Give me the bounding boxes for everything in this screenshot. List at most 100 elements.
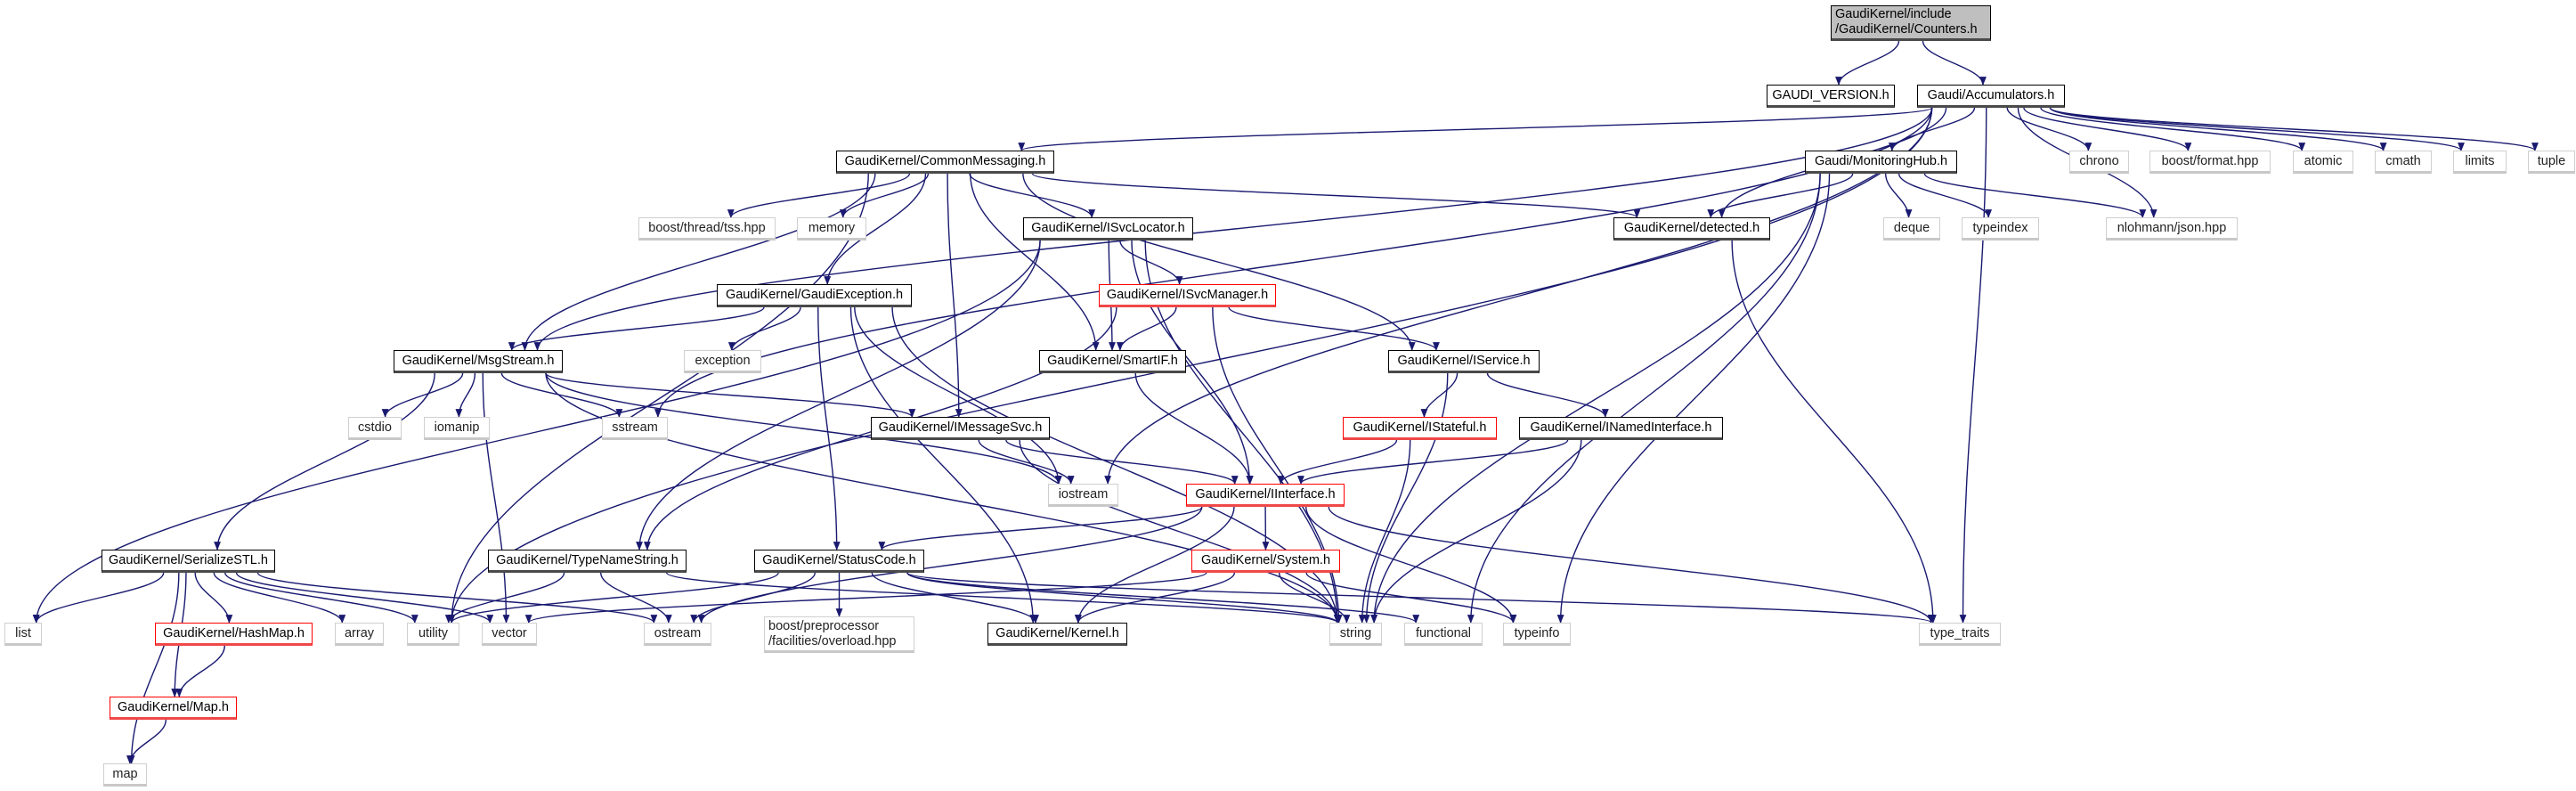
node-label: GaudiKernel/ISvcLocator.h [1031,220,1185,235]
edge-accumulators-to-cmath [2049,107,2387,151]
edge-statuscode-to-type-traits [906,572,1935,624]
node-typeinfo: typeinfo [1503,623,1571,646]
edge-accumulators-to-msgstream [533,107,1933,351]
edge-common-messaging-to-memory [839,173,930,218]
node-label: GaudiKernel/IService.h [1397,353,1531,368]
edge-statuscode-to-utility [448,572,779,624]
node-label: limits [2465,153,2495,168]
node-kernel[interactable]: GaudiKernel/Kernel.h [987,623,1127,646]
node-label: GaudiKernel/IMessageSvc.h [878,420,1043,435]
node-map-h[interactable]: GaudiKernel/Map.h [110,697,237,720]
edge-imessagesvc-to-iostream [978,439,1075,485]
edge-common-messaging-to-iservice [1022,173,1416,351]
node-iinterface[interactable]: GaudiKernel/IInterface.h [1186,484,1345,507]
edge-isvclocator-to-typenamestring [636,240,1041,550]
node-typeindex: typeindex [1962,217,2039,241]
node-msgstream[interactable]: GaudiKernel/MsgStream.h [394,350,563,373]
node-ostream: ostream [644,623,711,646]
edge-iservice-to-inamedinterface [1486,372,1609,418]
edge-common-messaging-to-detected [1031,173,1641,218]
node-label: GaudiKernel/include [1835,7,1952,21]
node-accumulators[interactable]: Gaudi/Accumulators.h [1917,85,2065,108]
edge-system-to-kernel [1075,572,1236,624]
node-label: GaudiKernel/Kernel.h [995,625,1119,640]
node-label: GaudiKernel/Map.h [118,699,229,714]
edge-serializestl-to-array [213,572,346,624]
edge-common-messaging-to-isvclocator [969,173,1096,218]
node-isvclocator[interactable]: GaudiKernel/ISvcLocator.h [1023,217,1193,241]
edge-gaudi-exception-to-statuscode [817,306,841,550]
edge-statuscode-to-kernel [871,572,1039,624]
node-label: vector [492,625,527,640]
node-gaudi-exception[interactable]: GaudiKernel/GaudiException.h [717,284,912,307]
edge-hashmap-to-map-h [175,645,225,697]
node-boost-pp: boost/preprocessor/facilities/overload.h… [764,616,914,653]
edge-inamedinterface-to-string [1370,439,1582,624]
edge-isvcmanager-to-string [1212,306,1343,624]
node-label: deque [1893,220,1930,235]
node-label: boost/format.hpp [2161,153,2259,168]
node-map: map [103,763,147,787]
node-label: utility [418,625,449,640]
edge-isvcmanager-to-smartif [1117,306,1177,351]
node-cmath: cmath [2375,151,2432,174]
edge-isvclocator-to-isvcmanager [1119,240,1183,285]
edge-gaudi-exception-to-msgstream [508,306,765,351]
edge-gaudi-exception-to-iostream [854,306,1062,485]
node-istateful[interactable]: GaudiKernel/IStateful.h [1343,417,1497,440]
edge-accumulators-to-common-messaging [1018,107,1933,151]
node-iservice[interactable]: GaudiKernel/IService.h [1388,350,1540,373]
node-sstream: sstream [602,417,668,440]
edge-iinterface-to-statuscode [878,506,1203,550]
node-array: array [335,623,384,646]
node-boost-format: boost/format.hpp [2149,151,2271,174]
node-label: memory [808,220,856,235]
node-label: GaudiKernel/ISvcManager.h [1106,287,1269,302]
node-detected[interactable]: GaudiKernel/detected.h [1613,217,1770,241]
edge-serializestl-to-map [127,572,180,764]
node-serializestl[interactable]: GaudiKernel/SerializeSTL.h [102,550,275,573]
edge-accumulators-to-limits [2049,107,2465,151]
edge-isvclocator-to-list [32,240,1041,624]
edge-msgstream-to-iomanip [455,372,476,418]
edge-monitoring-hub-to-deque [1884,173,1913,218]
edge-map-h-to-map [126,719,167,764]
node-label: GaudiKernel/CommonMessaging.h [844,153,1046,168]
node-gaudi-version[interactable]: GAUDI_VERSION.h [1767,85,1895,108]
node-label: cmath [2385,153,2421,168]
node-label: Gaudi/MonitoringHub.h [1814,153,1948,168]
node-label: boost/preprocessor [768,618,880,633]
node-label: functional [1415,625,1472,640]
node-statuscode[interactable]: GaudiKernel/StatusCode.h [754,550,924,573]
edge-accumulators-to-boost-format [2023,107,2192,151]
edge-imessagesvc-to-string [1019,439,1341,624]
edge-counters-to-accumulators [1922,40,1987,86]
node-hashmap[interactable]: GaudiKernel/HashMap.h [155,623,313,646]
node-typenamestring[interactable]: GaudiKernel/TypeNameString.h [488,550,687,573]
node-label: iostream [1058,486,1109,502]
node-label: chrono [2079,153,2119,168]
node-common-messaging[interactable]: GaudiKernel/CommonMessaging.h [836,151,1054,174]
node-isvcmanager[interactable]: GaudiKernel/ISvcManager.h [1099,284,1276,307]
node-counters[interactable]: GaudiKernel/include/GaudiKernel/Counters… [1831,5,1991,41]
edge-iinterface-to-kernel [1074,506,1235,624]
node-imessagesvc[interactable]: GaudiKernel/IMessageSvc.h [871,417,1050,440]
node-type-traits: type_traits [1919,623,2001,646]
node-memory: memory [797,217,866,241]
node-vector: vector [482,623,537,646]
edge-monitoring-hub-to-functional [1467,173,1821,624]
node-functional: functional [1404,623,1483,646]
node-label: GaudiKernel/IInterface.h [1195,486,1336,502]
edge-typenamestring-to-string [666,572,1341,624]
node-smartif[interactable]: GaudiKernel/SmartIF.h [1039,350,1186,373]
node-label-line2: /GaudiKernel/Counters.h [1835,22,1978,37]
node-inamedinterface[interactable]: GaudiKernel/INamedInterface.h [1519,417,1723,440]
edge-serializestl-to-utility [224,572,418,624]
node-label: boost/thread/tss.hpp [648,220,766,235]
node-monitoring-hub[interactable]: Gaudi/MonitoringHub.h [1805,151,1957,174]
node-system[interactable]: GaudiKernel/System.h [1191,550,1340,573]
edge-accumulators-to-atomic [2040,107,2305,151]
edge-monitoring-hub-to-json [1923,173,2147,218]
edge-gaudi-exception-to-exception [727,306,801,351]
node-label: GaudiKernel/TypeNameString.h [496,552,679,567]
